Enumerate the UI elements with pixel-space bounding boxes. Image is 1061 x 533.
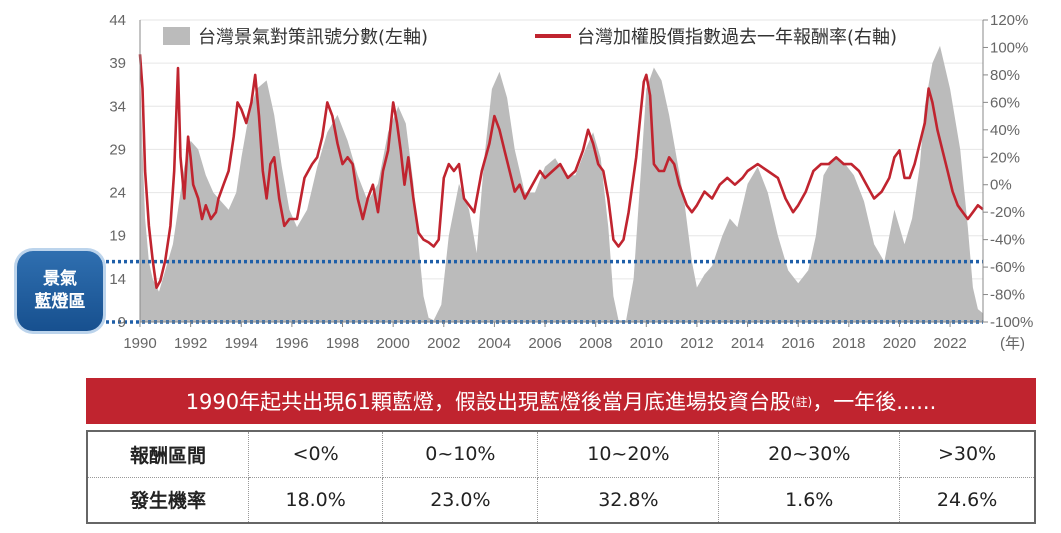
x-tick-labels: 1990 1992 1994 1996 1998 2000 2002 2004 2006 2008…	[123, 322, 967, 352]
probability-cell: 32.8%	[537, 476, 720, 524]
y-right-tick-label: -40%	[990, 232, 1025, 249]
row-label-return-range: 報酬區間	[86, 430, 249, 478]
x-tick-label: 2006	[528, 335, 561, 352]
banner-text: 1990年起共出現61顆藍燈，假設出現藍燈後當月底進場投資台股	[185, 390, 791, 414]
blue-lamp-callout: 景氣 藍燈區	[17, 251, 103, 331]
range-cell: 10~20%	[537, 430, 720, 478]
x-tick-label: 2008	[579, 335, 612, 352]
y-right-tick-label: 0%	[990, 177, 1012, 194]
y-right-tick-label: -60%	[990, 259, 1025, 276]
y-right-tick-label: 100%	[990, 39, 1028, 56]
range-cell: 0~10%	[382, 430, 539, 478]
y-right-tick-label: 40%	[990, 122, 1020, 139]
legend-label-taiex-return: 台灣加權股價指數過去一年報酬率(右軸)	[577, 27, 897, 48]
y-right-tick-label: -80%	[990, 287, 1025, 304]
y-right-tick-label: -100%	[990, 314, 1033, 331]
callout-line-1: 景氣	[43, 269, 77, 289]
x-tick-label: 2014	[731, 335, 764, 352]
x-unit-label: (年)	[1000, 335, 1025, 352]
y-right-tick-label: 20%	[990, 149, 1020, 166]
y-right-tick-label: 80%	[990, 67, 1020, 84]
area-series-signal-score	[140, 45, 983, 323]
row-label-probability: 發生機率	[86, 476, 249, 524]
probability-cell: 23.0%	[382, 476, 539, 524]
y-right-tick-label: 60%	[990, 94, 1020, 111]
y-left-tick-label: 14	[109, 271, 126, 288]
x-tick-label: 1992	[174, 335, 207, 352]
table-row-probabilities: 發生機率 18.0% 23.0% 32.8% 1.6% 24.6%	[86, 476, 1036, 524]
x-tick-label: 1996	[275, 335, 308, 352]
x-tick-label: 1990	[123, 335, 156, 352]
y-left-tick-label: 34	[109, 98, 126, 115]
y-left-tick-label: 39	[109, 55, 126, 72]
line-series-taiex-return	[138, 54, 984, 289]
banner-note: (註)	[790, 394, 813, 409]
x-tick-label: 1998	[326, 335, 359, 352]
x-tick-label: 2016	[782, 335, 815, 352]
x-tick-label: 2002	[427, 335, 460, 352]
y-left-tick-labels: 9 14 19 24 29 34 39 44	[109, 12, 126, 331]
x-tick-label: 2020	[883, 335, 916, 352]
probability-cell: 24.6%	[899, 476, 1036, 524]
range-cell: >30%	[899, 430, 1036, 478]
y-right-tick-label: 120%	[990, 12, 1028, 29]
range-cell: 20~30%	[718, 430, 901, 478]
range-cell: <0%	[247, 430, 384, 478]
x-tick-label: 2022	[933, 335, 966, 352]
y-left-tick-label: 19	[109, 228, 126, 245]
x-tick-label: 2000	[376, 335, 409, 352]
y-right-tick-labels: -100% -80% -60% -40% -20% 0% 20% 40% 60% 80% 100% 1…	[983, 12, 1033, 331]
legend: 台灣景氣對策訊號分數(左軸) 台灣加權股價指數過去一年報酬率(右軸)	[163, 27, 897, 48]
x-tick-label: 1994	[225, 335, 258, 352]
banner-tail: ，一年後......	[812, 390, 937, 414]
probability-cell: 1.6%	[718, 476, 901, 524]
y-left-tick-label: 9	[118, 314, 126, 331]
callout-line-2: 藍燈區	[34, 292, 86, 312]
y-right-tick-label: -20%	[990, 204, 1025, 221]
x-tick-label: 2018	[832, 335, 865, 352]
table-row-ranges: 報酬區間 <0% 0~10% 10~20% 20~30% >30%	[86, 430, 1036, 478]
y-left-tick-label: 24	[109, 185, 126, 202]
chart: 9 14 19 24 29 34 39 44 -100% -80% -60% -40% -20% 0% 2…	[88, 12, 1033, 352]
y-left-tick-label: 44	[109, 12, 126, 29]
x-tick-label: 2004	[478, 335, 511, 352]
summary-banner: 1990年起共出現61顆藍燈，假設出現藍燈後當月底進場投資台股 (註) ，一年後..…	[86, 378, 1036, 424]
axes	[139, 20, 984, 323]
return-probability-table: 報酬區間 <0% 0~10% 10~20% 20~30% >30% 發生機率 1…	[86, 430, 1036, 524]
y-left-tick-label: 29	[109, 141, 126, 158]
x-tick-label: 2010	[630, 335, 663, 352]
x-tick-label: 2012	[680, 335, 713, 352]
probability-cell: 18.0%	[247, 476, 384, 524]
legend-label-signal-score: 台灣景氣對策訊號分數(左軸)	[198, 27, 428, 48]
legend-swatch-signal-score	[163, 27, 190, 45]
